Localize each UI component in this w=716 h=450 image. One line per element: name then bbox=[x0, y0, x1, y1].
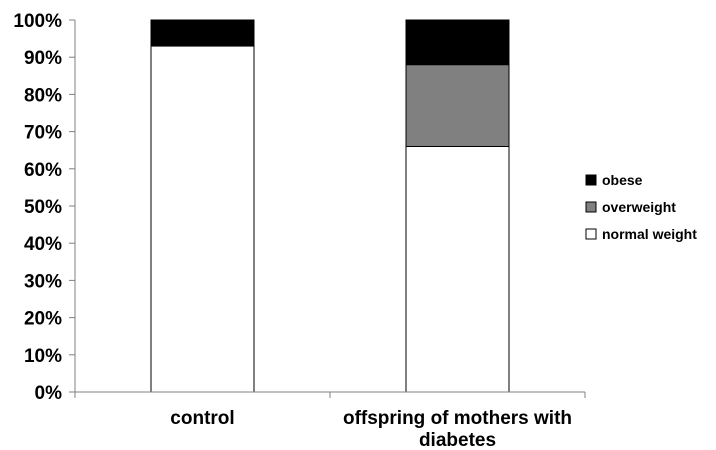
y-tick-label: 0% bbox=[35, 383, 63, 404]
legend-label-overweight: overweight bbox=[602, 199, 676, 215]
y-tick-label: 80% bbox=[24, 85, 62, 106]
y-tick-label: 60% bbox=[24, 160, 62, 181]
y-tick-label: 50% bbox=[24, 197, 62, 218]
y-tick-label: 100% bbox=[13, 11, 62, 32]
bar-segment-normal-weight-1 bbox=[405, 145, 510, 393]
legend-swatch-overweight bbox=[585, 201, 597, 213]
bar-segment-normal-weight-0 bbox=[150, 45, 255, 393]
bar-segment-obese-1 bbox=[405, 19, 510, 66]
axes-group bbox=[69, 19, 586, 398]
bar-segment-overweight-1 bbox=[405, 64, 510, 147]
legend-swatch-normal-weight bbox=[585, 228, 597, 240]
x-category-label: diabetes bbox=[419, 430, 496, 450]
x-category-label: control bbox=[170, 408, 234, 429]
y-tick-label: 40% bbox=[24, 234, 62, 255]
y-tick-label: 30% bbox=[24, 271, 62, 292]
legend: obese overweight normal weight bbox=[585, 172, 697, 242]
bars-group bbox=[150, 19, 510, 393]
y-tick-label: 20% bbox=[24, 309, 62, 330]
legend-label-obese: obese bbox=[602, 172, 643, 188]
x-category-label: offspring of mothers with bbox=[343, 408, 572, 429]
y-tick-label: 90% bbox=[24, 48, 62, 69]
y-tick-label: 70% bbox=[24, 123, 62, 144]
y-tick-labels: 0% 10% 20% 30% 40% 50% 60% 70% 80% 90% 100% bbox=[13, 11, 62, 404]
legend-label-normal-weight: normal weight bbox=[602, 226, 697, 242]
y-tick-label: 10% bbox=[24, 346, 62, 367]
bar-segment-obese-0 bbox=[150, 19, 255, 47]
legend-swatch-obese bbox=[585, 174, 597, 186]
